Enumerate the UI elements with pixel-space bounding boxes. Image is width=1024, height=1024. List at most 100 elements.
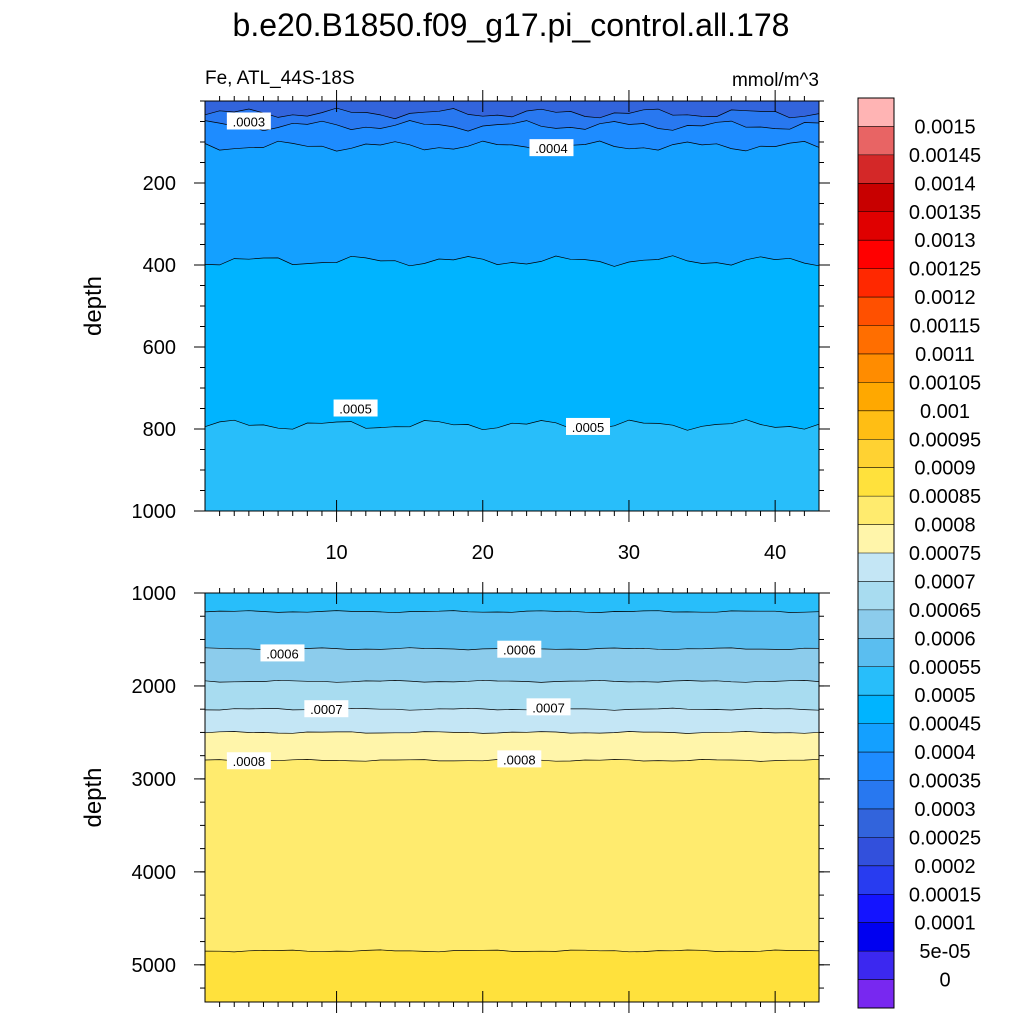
contour-line [204,949,820,953]
colorbar-label: 0.0013 [914,230,975,252]
colorbar-swatch [858,496,894,525]
y-tick-label: 4000 [132,862,177,884]
contour-band [205,108,819,132]
contour-band [205,101,819,119]
colorbar-label: 0.0003 [914,799,975,821]
colorbar-label: 0.00085 [909,486,981,508]
contour-band [205,593,819,613]
colorbar-swatch [858,154,894,184]
colorbar-label: 0.00075 [909,543,981,565]
colorbar-label: 0 [939,970,950,992]
colorbar-label: 0.00045 [909,714,981,736]
colorbar-label: 0.00055 [909,657,981,679]
colorbar-label: 0.00135 [909,202,981,224]
contour-band [205,731,819,762]
contour-line [204,140,820,152]
x-tick-label: 30 [618,542,640,564]
contour-label-box [497,640,542,658]
chart-subtitle-left: Fe, ATL_44S-18S [205,68,355,89]
colorbar-label: 0.00015 [909,884,981,906]
contour-label-box [260,644,305,662]
y-axis-label: depth [80,767,107,827]
contour-label: .0006 [503,643,536,658]
contour-label-box [529,139,574,157]
colorbar-swatch [858,524,894,554]
colorbar-swatch [858,467,894,497]
contour-label: .0004 [535,141,568,156]
contour-label-box [497,750,542,768]
contour-label-box [333,399,378,417]
contour-line [204,610,820,614]
contour-band [205,255,819,431]
colorbar-label: 0.0008 [914,515,975,537]
colorbar-swatch [858,865,894,895]
colorbar-swatch [858,382,894,412]
chart-title: b.e20.B1850.f09_g17.pi_control.all.178 [233,7,790,43]
contour-label: .0005 [572,420,605,435]
y-tick-label: 200 [143,173,176,195]
contour-label: .0005 [339,402,372,417]
colorbar-label: 0.00145 [909,145,981,167]
contour-label: .0007 [532,700,565,715]
contour-line [204,255,820,267]
colorbar-swatch [858,723,894,753]
y-tick-label: 3000 [132,769,177,791]
contour-band [205,759,819,952]
colorbar-swatch [858,609,894,639]
chart-units: mmol/m^3 [732,70,819,91]
colorbar-label: 0.0014 [914,173,975,195]
colorbar: 0.0015 0.00145 0.0014 0.00135 0.0013 0.00125 0… [857,97,981,1009]
colorbar-label: 0.0009 [914,458,975,480]
colorbar-swatch [858,553,894,582]
colorbar-swatch [858,666,894,696]
colorbar-swatch [858,353,894,383]
colorbar-swatch [858,922,894,952]
contour-band [205,419,819,511]
contour-band [205,680,819,711]
contour-line [204,419,820,431]
colorbar-label: 5e-05 [919,941,970,963]
y-tick-label: 600 [143,337,176,359]
y-tick-label: 1000 [132,501,177,523]
colorbar-swatch [858,439,894,468]
contour-band [205,610,819,650]
contour-label: .0008 [233,754,266,769]
y-tick-label: 400 [143,255,176,277]
colorbar-swatch [858,752,894,781]
lower-panel: .0006 .0006 .0007 .0007 .0008 .0008 1000 2000 30… [80,582,830,1013]
colorbar-swatch [858,979,894,1009]
contour-band [205,647,819,683]
contour-band [205,120,819,152]
contour-band [205,708,819,734]
contour-band [205,141,819,267]
colorbar-swatch [858,183,894,213]
colorbar-label: 0.0011 [915,344,975,366]
contour-label: .0008 [503,752,536,767]
colorbar-label: 0.0001 [914,913,975,935]
colorbar-label: 0.0007 [914,571,975,593]
contour-label: .0003 [233,115,266,130]
contour-line [204,679,820,683]
upper-panel: .0003 .0004 .0005 .0005 10 20 30 40 200 400 600 800… [80,90,830,564]
contour-label-box [226,752,271,770]
colorbar-label: 0.00035 [909,771,981,793]
colorbar-swatch [858,98,894,127]
colorbar-label: 0.0004 [914,742,975,764]
colorbar-swatch [858,268,894,298]
y-tick-label: 2000 [132,676,177,698]
contour-line [204,120,820,132]
y-tick-label: 800 [143,419,176,441]
contour-label-box [226,112,271,130]
contour-label: .0006 [266,646,299,661]
colorbar-label: 0.0002 [914,856,975,878]
colorbar-label: 0.001 [920,401,970,423]
contour-label-box [566,417,611,435]
colorbar-label: 0.00105 [909,372,981,394]
colorbar-label: 0.0012 [914,287,975,309]
contour-label-box [304,700,349,718]
colorbar-label: 0.00115 [910,316,981,338]
x-tick-label: 20 [472,542,494,564]
colorbar-swatch [858,808,894,838]
colorbar-swatch [858,325,894,355]
